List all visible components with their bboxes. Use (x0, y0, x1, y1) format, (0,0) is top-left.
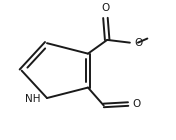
Text: NH: NH (25, 94, 41, 104)
Text: O: O (134, 38, 143, 48)
Text: O: O (101, 3, 110, 13)
Text: O: O (133, 99, 141, 109)
